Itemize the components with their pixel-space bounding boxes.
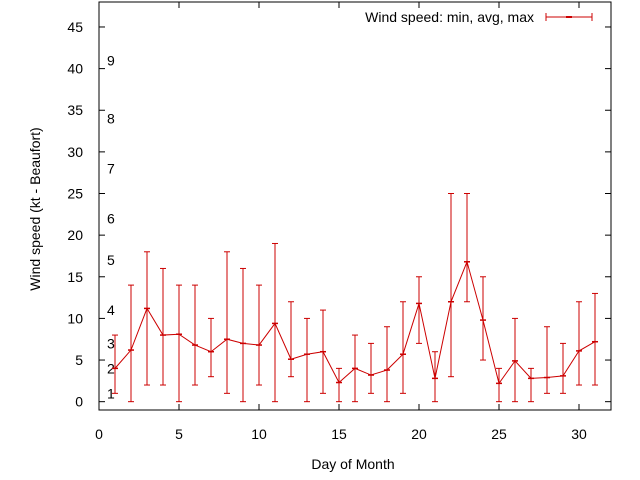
y-tick-label: 45 <box>67 19 83 35</box>
x-tick-label: 5 <box>175 426 183 442</box>
y-tick-label: 5 <box>75 352 83 368</box>
x-tick-label: 30 <box>571 426 587 442</box>
x-tick-label: 10 <box>251 426 267 442</box>
beaufort-label: 4 <box>107 302 115 318</box>
legend-label: Wind speed: min, avg, max <box>365 9 534 25</box>
y-axis-label: Wind speed (kt - Beaufort) <box>27 127 43 290</box>
y-tick-label: 40 <box>67 61 83 77</box>
plot-frame <box>98 1 612 411</box>
y-tick-label: 0 <box>75 394 83 410</box>
y-tick-label: 20 <box>67 227 83 243</box>
average-line <box>114 260 596 385</box>
beaufort-scale-labels: 1 2 3 4 5 6 7 8 9 <box>107 52 115 401</box>
error-bars <box>112 193 598 403</box>
x-tick-label: 25 <box>491 426 507 442</box>
beaufort-label: 8 <box>107 111 115 127</box>
beaufort-label: 6 <box>107 210 115 226</box>
beaufort-label: 1 <box>107 385 115 401</box>
x-tick-label: 15 <box>331 426 347 442</box>
y-tick-label: 15 <box>67 269 83 285</box>
beaufort-label: 9 <box>107 52 115 68</box>
legend: Wind speed: min, avg, max <box>365 9 593 25</box>
beaufort-label: 7 <box>107 161 115 177</box>
x-tick-label: 0 <box>95 426 103 442</box>
beaufort-label: 3 <box>107 335 115 351</box>
y-tick-label: 10 <box>67 310 83 326</box>
y-tick-label: 35 <box>67 102 83 118</box>
y-tick-label: 30 <box>67 144 83 160</box>
beaufort-label: 5 <box>107 252 115 268</box>
beaufort-label: 2 <box>107 360 115 376</box>
y-tick-label: 25 <box>67 186 83 202</box>
x-tick-label: 20 <box>411 426 427 442</box>
x-axis-label: Day of Month <box>311 456 394 472</box>
